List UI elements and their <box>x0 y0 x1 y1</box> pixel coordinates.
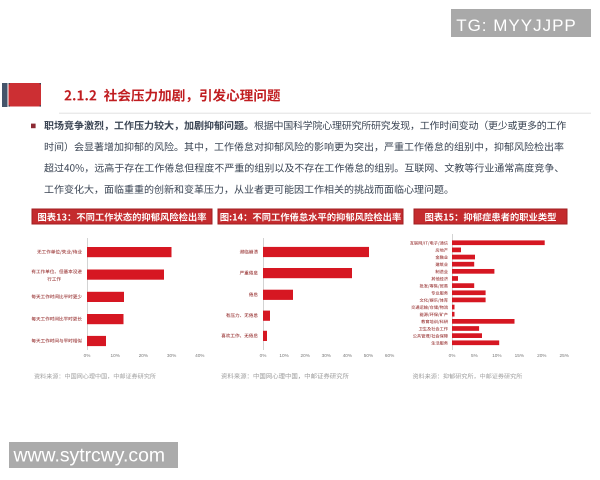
svg-text:TG: MYYJJPP: TG: MYYJJPP <box>456 16 577 35</box>
svg-text:30%: 30% <box>322 353 331 358</box>
svg-text:15%: 15% <box>515 353 524 358</box>
svg-text:20%: 20% <box>301 353 310 358</box>
svg-text:40%: 40% <box>343 353 352 358</box>
svg-text:10%: 10% <box>279 353 288 358</box>
svg-text:0%: 0% <box>449 353 456 358</box>
svg-text:60%: 60% <box>385 353 394 358</box>
svg-text:20%: 20% <box>537 353 546 358</box>
svg-text:50%: 50% <box>364 353 373 358</box>
svg-text:0%: 0% <box>84 353 91 358</box>
svg-text:www.sytrcwy.com: www.sytrcwy.com <box>13 445 166 467</box>
svg-text:5%: 5% <box>471 353 478 358</box>
svg-text:40%: 40% <box>195 353 204 358</box>
svg-text:30%: 30% <box>167 353 176 358</box>
svg-text:10%: 10% <box>492 353 501 358</box>
svg-text:10%: 10% <box>111 353 120 358</box>
svg-text:0%: 0% <box>260 353 267 358</box>
svg-text:20%: 20% <box>139 353 148 358</box>
svg-text:25%: 25% <box>560 353 569 358</box>
